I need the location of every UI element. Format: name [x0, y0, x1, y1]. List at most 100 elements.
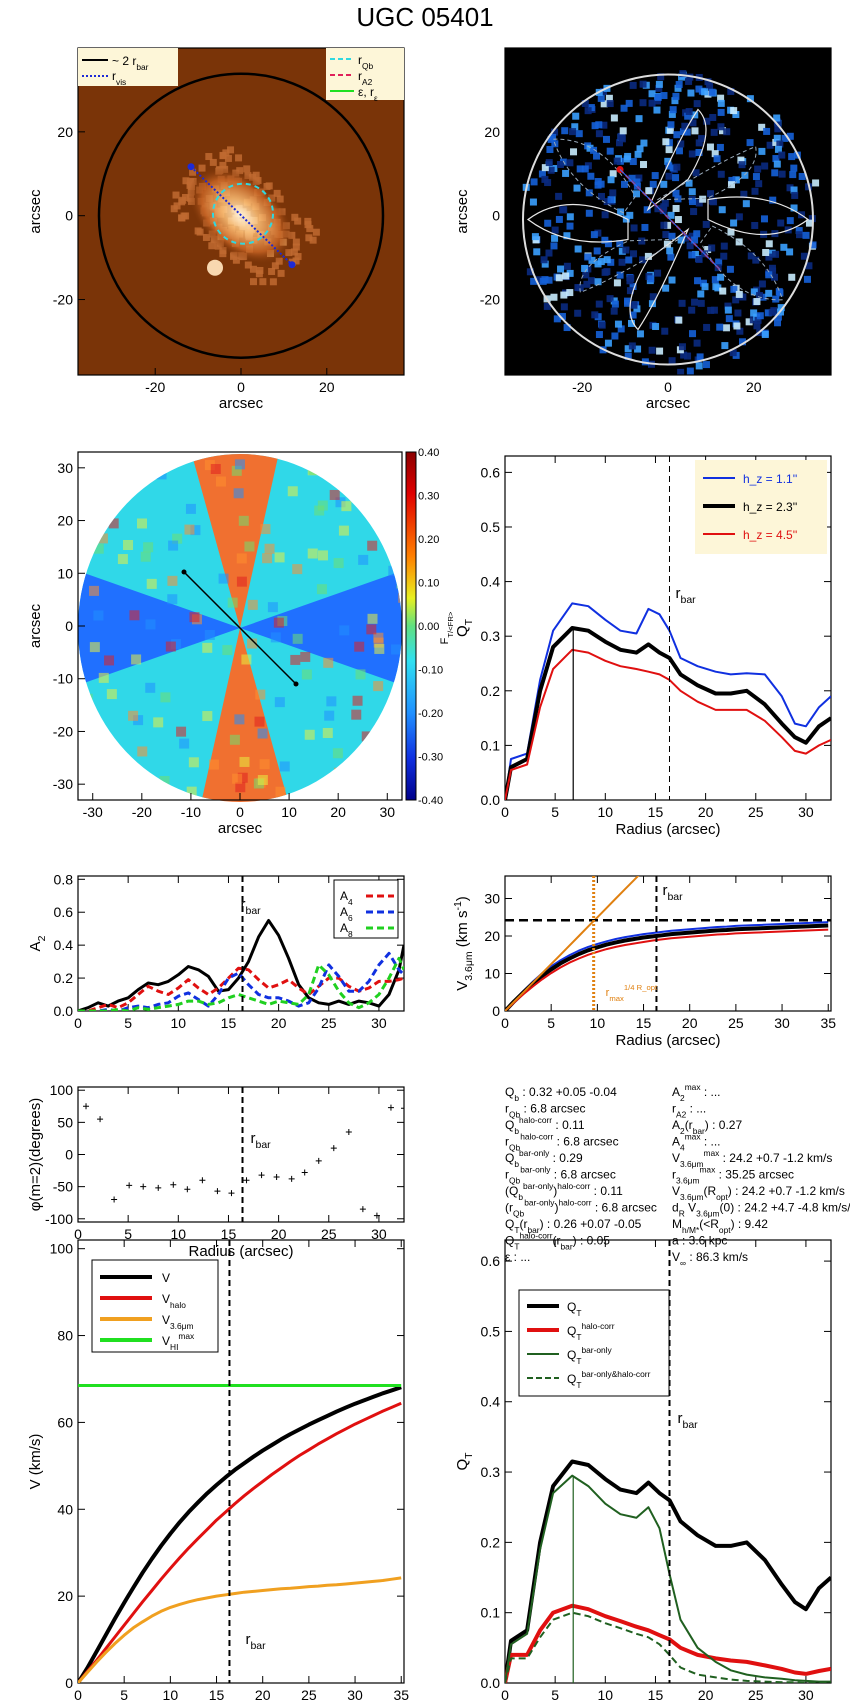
- map-pixel: [172, 533, 183, 544]
- image-pixel: [669, 164, 677, 172]
- image-pixel: [728, 176, 736, 184]
- image-pixel: [696, 353, 704, 361]
- image-pixel: [609, 189, 617, 197]
- image-pixel: [654, 93, 662, 101]
- y-tick-label: 0: [65, 1147, 73, 1163]
- image-pixel: [765, 289, 773, 297]
- data-point: [387, 1104, 394, 1111]
- image-pixel: [688, 251, 696, 259]
- image-pixel: [563, 262, 571, 270]
- data-point: [345, 1129, 352, 1135]
- plot-frame: [504, 875, 832, 1012]
- map-pixel: [273, 617, 284, 628]
- map-pixel: [87, 771, 98, 782]
- image-pixel: [759, 293, 767, 301]
- image-pixel: [590, 231, 598, 239]
- image-pixel: [709, 113, 717, 121]
- plot-frame: [77, 1239, 405, 1684]
- data-point: [170, 1181, 177, 1188]
- image-pixel: [574, 245, 582, 253]
- series-line-h-z-4-5-: [505, 648, 831, 800]
- image-pixel: [595, 331, 603, 339]
- image-pixel: [656, 347, 664, 355]
- image-pixel: [563, 324, 571, 332]
- image-pixel: [742, 200, 750, 208]
- image-pixel: [753, 298, 761, 306]
- map-pixel: [131, 654, 142, 665]
- x-tick-label: 5: [547, 1015, 555, 1031]
- image-pixel: [585, 209, 593, 217]
- y-tick-label: 0: [65, 1675, 73, 1691]
- image-pixel: [695, 362, 703, 370]
- data-point: [199, 1177, 206, 1184]
- image-pixel: [655, 80, 663, 88]
- image-pixel: [786, 217, 794, 225]
- colorbar-tick-label: -0.30: [418, 752, 443, 764]
- series-line-lower: [505, 928, 829, 1011]
- map-pixel: [247, 599, 258, 610]
- param-left: QThalo-corr(rbar) : 0.05: [505, 1231, 610, 1252]
- map-pixel: [275, 786, 286, 797]
- bar-end: [181, 569, 187, 575]
- image-pixel: [173, 202, 181, 210]
- legend-left: ~ 2 rbar rvis: [78, 48, 178, 87]
- image-pixel: [746, 139, 754, 147]
- image-pixel: [243, 165, 251, 173]
- image-pixel: [196, 228, 204, 236]
- image-pixel: [716, 323, 724, 331]
- image-pixel: [774, 145, 782, 153]
- map-pixel: [237, 772, 248, 783]
- map-pixel: [236, 553, 247, 564]
- image-pixel: [624, 345, 632, 353]
- map-pixel: [232, 773, 243, 784]
- image-pixel: [688, 198, 696, 206]
- image-pixel: [655, 84, 663, 92]
- image-pixel: [803, 275, 811, 283]
- map-pixel: [222, 645, 233, 656]
- image-pixel: [802, 231, 810, 239]
- map-pixel: [274, 697, 285, 708]
- param-left: rQb : 6.8 arcsec: [505, 1102, 586, 1120]
- image-pixel: [606, 295, 614, 303]
- image-pixel: [717, 273, 725, 281]
- image-pixel: [704, 246, 712, 254]
- image-pixel: [775, 288, 783, 296]
- image-pixel: [563, 232, 571, 240]
- image-pixel: [205, 153, 213, 161]
- y-tick-label: 0.6: [54, 904, 74, 920]
- image-pixel: [774, 319, 782, 327]
- image-pixel: [776, 140, 784, 148]
- image-pixel: [657, 73, 665, 81]
- image-pixel: [695, 139, 703, 147]
- r-bar-annotation: rbar: [676, 585, 697, 606]
- image-pixel: [668, 110, 676, 118]
- y-tick-label: 0.0: [54, 1003, 74, 1019]
- image-pixel: [622, 246, 630, 254]
- param-left: rQbhalo-corr : 6.8 arcsec: [505, 1132, 619, 1153]
- y-tick-label: 0.1: [481, 737, 501, 753]
- series-line-q-t-halo-corr: [505, 1603, 831, 1683]
- map-pixel: [349, 780, 360, 791]
- data-point: [126, 1182, 133, 1189]
- image-pixel: [610, 114, 618, 122]
- image-pixel: [732, 176, 740, 184]
- image-pixel: [720, 242, 728, 250]
- figure-title: UGC 05401: [356, 2, 493, 32]
- map-pixel: [231, 465, 242, 476]
- star-spot: [207, 259, 223, 276]
- image-pixel: [628, 342, 636, 350]
- map-pixel: [145, 682, 156, 693]
- map-pixel: [373, 681, 384, 692]
- image-pixel: [751, 187, 759, 195]
- map-pixel: [279, 761, 290, 772]
- image-pixel: [668, 276, 676, 284]
- colorbar-tick-label: 0.00: [418, 621, 439, 633]
- image-pixel: [710, 306, 718, 314]
- colorbar-scale: [405, 451, 417, 801]
- image-pixel: [770, 273, 778, 281]
- y-tick-label: 20: [484, 928, 500, 944]
- image-pixel: [755, 180, 763, 188]
- image-pixel: [244, 261, 252, 269]
- contour-dashed: [579, 238, 681, 294]
- data-point: [243, 1177, 250, 1184]
